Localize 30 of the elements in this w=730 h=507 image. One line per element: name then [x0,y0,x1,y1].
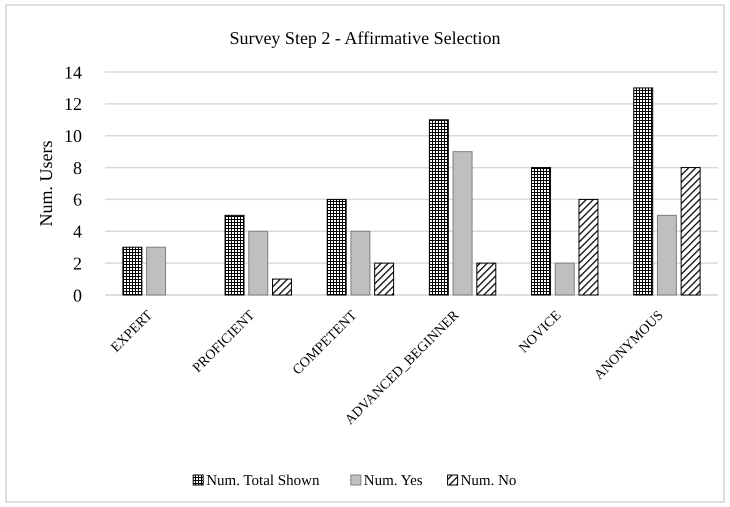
y-tick-label: 4 [73,222,82,242]
y-axis-title: Num. Users [36,140,56,226]
y-tick-label: 12 [64,94,82,114]
bar [146,246,166,296]
bar [248,230,268,296]
legend-label: Num. Total Shown [206,473,320,489]
bar [122,246,142,296]
legend-label: Num. Yes [364,473,423,489]
bar [272,278,292,296]
bar [656,214,677,296]
y-tick-label: 6 [73,190,82,210]
chart-title: Survey Step 2 - Affirmative Selection [229,28,501,48]
legend-label: Num. No [460,473,516,489]
y-tick-label: 2 [73,253,82,274]
bar [554,262,575,296]
bar [374,262,394,296]
y-tick-label: 0 [73,285,82,306]
bar [428,119,449,296]
bar [224,214,245,296]
bar [531,167,552,296]
y-tick-label: 8 [73,158,82,178]
y-tick-label: 10 [64,126,82,146]
y-tick-label: 14 [64,62,82,82]
bar [452,151,473,296]
bar [476,262,496,296]
bar [326,198,347,296]
bar [633,87,654,296]
bar [350,230,370,296]
bar [578,198,598,296]
bar [680,167,701,296]
